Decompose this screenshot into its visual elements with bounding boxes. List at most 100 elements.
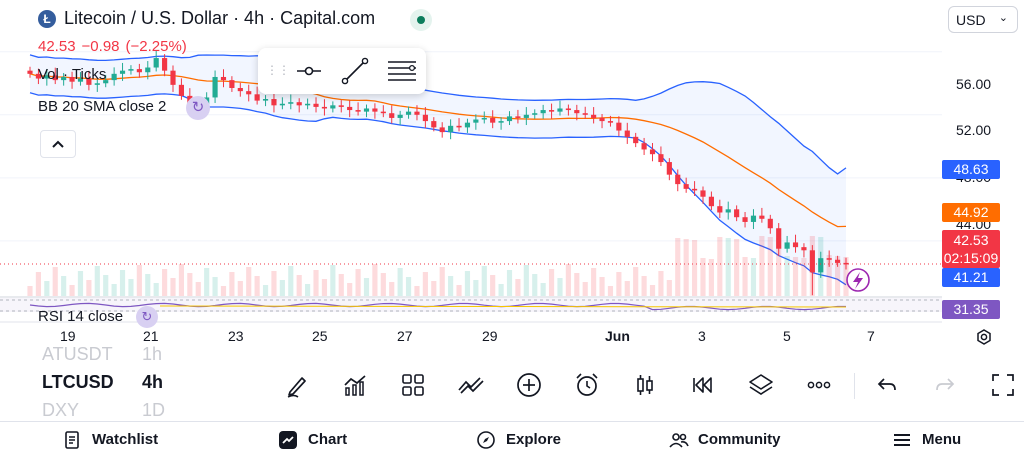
volume-indicator-label[interactable]: Vol · Ticks	[38, 66, 107, 83]
volume-bar	[792, 257, 799, 296]
nav-menu[interactable]: Menu	[894, 431, 961, 448]
candle	[305, 103, 311, 106]
rsi-signal-line	[159, 305, 847, 308]
candle	[330, 105, 336, 109]
volume-bar	[397, 268, 403, 296]
rsi-loading-icon[interactable]: ↻	[136, 306, 158, 328]
fullscreen-button[interactable]	[988, 370, 1018, 400]
volume-bar	[254, 276, 260, 296]
community-icon	[669, 433, 689, 448]
volume-bar	[557, 278, 563, 296]
price-scale[interactable]: 56.00 52.00 48.00 44.00 48.63 44.92 42.5…	[942, 36, 1024, 322]
volume-bar	[178, 264, 185, 296]
symbol-row[interactable]: ATUSDT 1h	[42, 344, 163, 364]
volume-bar	[776, 238, 782, 296]
layouts-button[interactable]	[398, 370, 428, 400]
undo-button[interactable]	[872, 370, 902, 400]
candle	[641, 143, 647, 150]
volume-bar	[389, 282, 395, 296]
candle	[515, 116, 521, 118]
undo-icon	[877, 378, 896, 391]
candle	[355, 110, 361, 112]
drag-handle-icon[interactable]: ⋮⋮	[266, 63, 290, 77]
nav-community[interactable]: Community	[669, 431, 781, 448]
chart-type-button[interactable]	[630, 370, 660, 400]
volume-bar	[405, 277, 412, 296]
candle	[481, 117, 487, 120]
litecoin-logo: Ł	[38, 10, 56, 28]
bottom-nav: Watchlist Chart Explore Community Menu	[0, 421, 1024, 461]
candle	[717, 206, 723, 213]
candle	[759, 215, 765, 219]
currency-select[interactable]: USD ⌄	[948, 6, 1018, 33]
watchlist-icon	[65, 431, 79, 449]
volume-bar	[506, 270, 513, 296]
candle	[658, 154, 664, 163]
last-price: 42.53	[38, 38, 76, 55]
volume-bar	[271, 271, 277, 296]
volume-bar	[481, 266, 487, 296]
candle	[691, 188, 698, 191]
volume-bar	[490, 275, 496, 296]
candle	[439, 127, 445, 133]
time-tick: 19	[60, 328, 76, 344]
nav-chart[interactable]: Chart	[279, 431, 347, 449]
trend-line-tool[interactable]	[340, 57, 370, 85]
draw-button[interactable]	[282, 370, 312, 400]
chevron-up-icon	[52, 140, 64, 148]
symbol-row-selected[interactable]: LTCUSD 4h	[42, 372, 164, 392]
fib-tool[interactable]	[386, 57, 416, 85]
last-price-value: 42.53	[953, 232, 989, 248]
volume-bar	[624, 281, 630, 296]
candle	[262, 99, 269, 101]
candle	[767, 218, 773, 229]
bar-countdown: 02:15:09	[943, 250, 999, 266]
alert-icon	[576, 373, 598, 396]
candle	[288, 102, 294, 104]
replay-button[interactable]	[688, 370, 718, 400]
add-button[interactable]	[514, 370, 544, 400]
candle	[548, 110, 555, 112]
symbol-row[interactable]: DXY 1D	[42, 400, 166, 420]
candle	[506, 116, 513, 122]
volume-bar	[750, 258, 757, 296]
volume-bar	[633, 267, 639, 296]
candle	[599, 117, 605, 122]
rsi-indicator-label[interactable]: RSI 14 close	[38, 308, 124, 325]
volume-bar	[330, 265, 336, 296]
collapse-legend-button[interactable]	[40, 130, 76, 158]
alert-button[interactable]	[572, 370, 602, 400]
volume-bar	[439, 267, 445, 296]
nav-explore[interactable]: Explore	[477, 431, 561, 449]
volume-bar	[801, 258, 807, 296]
nav-watchlist[interactable]: Watchlist	[65, 431, 158, 449]
indicator-loading-icon[interactable]: ↻	[186, 96, 210, 120]
symbol-title[interactable]: Litecoin / U.S. Dollar · 4h · Capital.co…	[64, 8, 376, 28]
candle	[414, 111, 420, 115]
candle	[523, 114, 529, 118]
bollinger-indicator-label[interactable]: BB 20 SMA close 2	[38, 98, 167, 115]
compare-button[interactable]	[456, 370, 486, 400]
volume-bar	[683, 239, 689, 296]
redo-button[interactable]	[930, 370, 960, 400]
scale-settings-icon[interactable]	[974, 327, 994, 347]
volume-bar	[52, 267, 58, 296]
objects-button[interactable]	[746, 370, 776, 400]
more-button[interactable]	[804, 370, 834, 400]
time-axis[interactable]: 19 21 23 25 27 29 Jun 3 5 7	[0, 324, 1024, 348]
volume-bar	[288, 266, 294, 296]
volume-bar	[700, 258, 706, 296]
bollinger-lower-line	[29, 92, 847, 286]
candle	[372, 108, 378, 112]
layers-icon	[749, 374, 773, 395]
indicators-button[interactable]	[340, 370, 370, 400]
horizontal-ray-tool[interactable]	[294, 57, 324, 85]
candle	[700, 190, 706, 197]
bollinger-upper-line	[29, 54, 847, 175]
volume-bar	[835, 256, 841, 296]
volume-bar	[675, 238, 681, 296]
candle	[826, 258, 832, 260]
candle	[237, 88, 243, 92]
fullscreen-icon	[992, 374, 1014, 396]
